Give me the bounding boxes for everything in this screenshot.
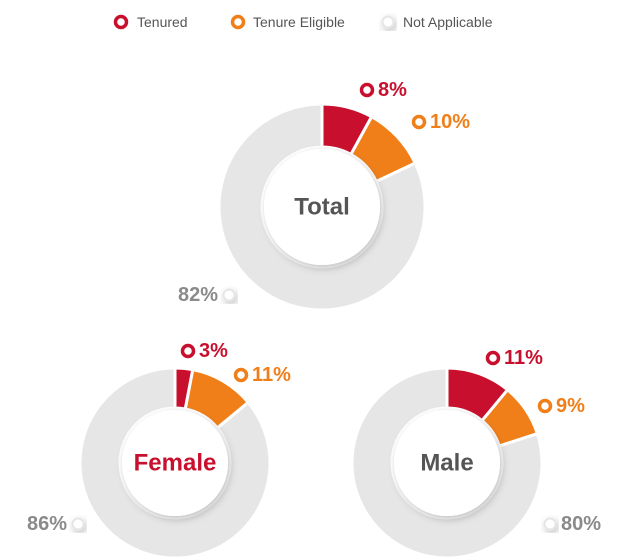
- value-label: 80%: [561, 513, 601, 535]
- value-label: 9%: [556, 395, 585, 417]
- legend-icon: [222, 288, 236, 302]
- value-label: 86%: [27, 513, 67, 535]
- donut-center: [264, 149, 380, 265]
- legend-icon: [485, 350, 501, 366]
- value-label: 3%: [199, 340, 228, 362]
- legend-icon: [113, 14, 129, 30]
- legend-icon: [71, 517, 85, 531]
- value-label: 11%: [252, 364, 291, 386]
- donut-center: [394, 410, 500, 516]
- legend-label: Tenure Eligible: [253, 14, 345, 30]
- chart-title: Total: [294, 194, 350, 221]
- value-label: 11%: [504, 347, 543, 369]
- value-label: 82%: [178, 284, 218, 306]
- donut-segment: [78, 366, 272, 560]
- legend-label: Not Applicable: [403, 14, 493, 30]
- donut-segment: [350, 366, 544, 560]
- legend-icon: [359, 82, 375, 98]
- legend-icon: [180, 343, 196, 359]
- legend-icon: [537, 398, 553, 414]
- chart-title: Female: [134, 450, 217, 477]
- chart-title: Male: [420, 450, 473, 477]
- value-label: 10%: [430, 111, 470, 133]
- legend-icon: [381, 15, 395, 29]
- legend-icon: [230, 14, 246, 30]
- donut-segment: [217, 102, 427, 312]
- donut-center: [122, 410, 228, 516]
- legend-icon: [233, 367, 249, 383]
- value-label: 8%: [378, 79, 407, 101]
- legend-icon: [411, 114, 427, 130]
- legend-icon: [543, 517, 557, 531]
- legend-label: Tenured: [137, 14, 188, 30]
